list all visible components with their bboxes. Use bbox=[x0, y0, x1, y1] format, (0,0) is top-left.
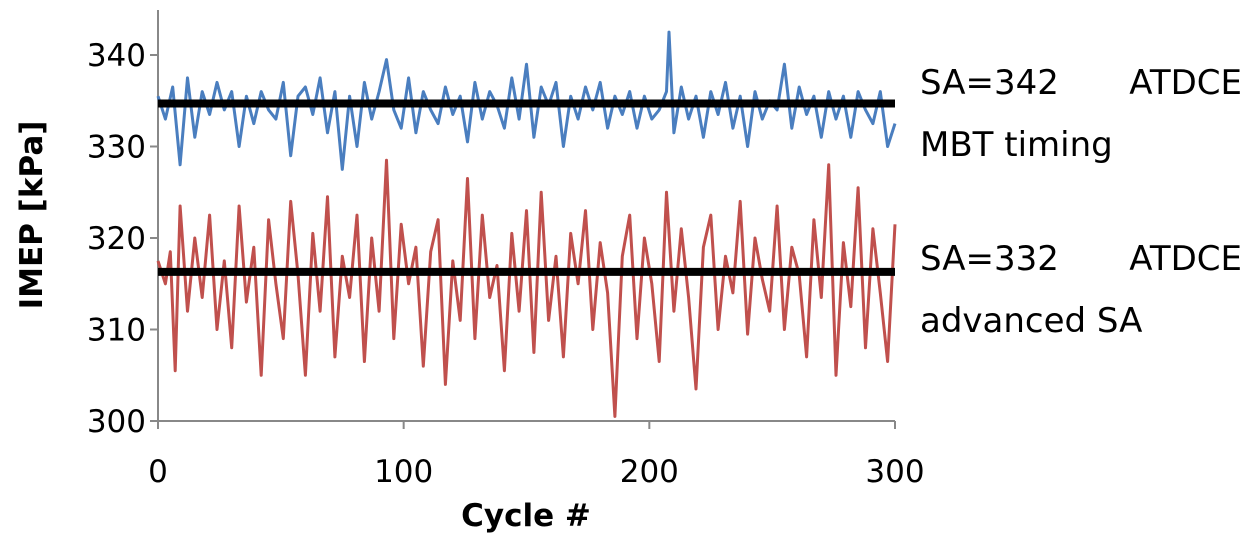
tick-labels: 300 310 320 330 340 0 100 200 300 bbox=[87, 38, 925, 490]
y-tick-label: 320 bbox=[87, 221, 146, 257]
y-tick-label: 300 bbox=[87, 404, 146, 440]
series-layer bbox=[156, 30, 897, 418]
annotation-advanced-sa: SA=332 ATDCE advanced SA bbox=[920, 228, 1242, 352]
tick-marks bbox=[150, 54, 896, 429]
x-tick-label: 300 bbox=[865, 454, 924, 490]
y-axis-title: IMEP [kPa] bbox=[14, 121, 50, 310]
y-tick-label: 340 bbox=[87, 38, 146, 74]
annotation-mbt-timing: SA=342 ATDCE MBT timing bbox=[920, 52, 1242, 176]
annotation-adv-label: advanced SA bbox=[920, 301, 1143, 341]
series-1 bbox=[156, 158, 897, 418]
series-line bbox=[156, 158, 897, 418]
x-axis-title: Cycle # bbox=[461, 498, 591, 534]
annotation-mbt-sa: SA=342 bbox=[920, 63, 1059, 103]
x-tick-label: 200 bbox=[620, 454, 679, 490]
annotation-mbt-ref: ATDCE bbox=[1129, 63, 1242, 103]
annotation-adv-sa: SA=332 bbox=[920, 239, 1059, 279]
chart-axes bbox=[157, 10, 895, 422]
x-tick-label: 100 bbox=[374, 454, 433, 490]
annotation-mbt-label: MBT timing bbox=[920, 125, 1113, 165]
y-tick-label: 310 bbox=[87, 313, 146, 349]
x-tick-label: 0 bbox=[148, 454, 168, 490]
y-tick-label: 330 bbox=[87, 130, 146, 166]
annotation-adv-ref: ATDCE bbox=[1129, 239, 1242, 279]
mean-lines bbox=[158, 99, 895, 276]
